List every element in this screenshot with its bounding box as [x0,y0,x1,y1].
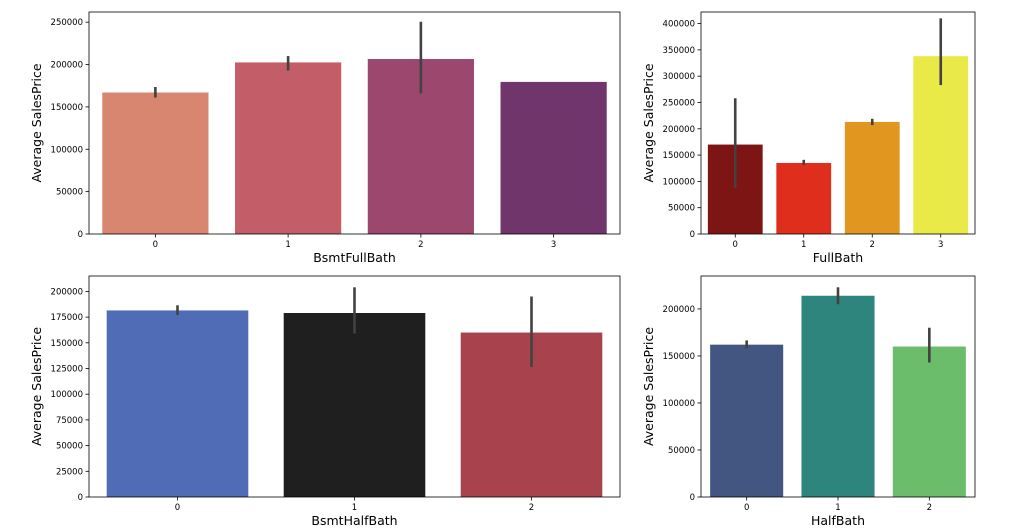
x-axis-label: BsmtHalfBath [311,513,397,528]
x-tick-label: 0 [153,240,158,250]
y-axis-label: Average SalesPrice [29,63,44,182]
y-tick-label: 175000 [51,313,83,323]
bar-1 [235,62,342,234]
y-tick-label: 200000 [663,125,695,135]
x-axis-label: HalfBath [811,513,865,528]
y-axis-label: Average SalesPrice [29,327,44,446]
y-tick-label: 350000 [663,46,695,56]
axes-frame [700,11,976,235]
y-tick-label: 50000 [668,204,695,214]
bar-2 [844,121,900,234]
x-tick-label: 2 [418,240,423,250]
y-tick-label: 250000 [663,98,695,108]
x-tick-label: 3 [551,240,556,250]
y-tick-label: 100000 [51,390,83,400]
bar-2 [892,346,966,497]
x-tick-label: 1 [801,240,806,250]
y-tick-label: 125000 [51,365,83,375]
x-axis-label: FullBath [813,250,863,265]
bar-3 [913,56,969,234]
y-tick-label: 300000 [663,72,695,82]
x-tick-label: 0 [175,503,180,513]
x-tick-label: 0 [733,240,738,250]
halfbath-chart: 0 50000 100000 150000 200000 0 1 2 HalfBath Avera… [641,275,976,528]
x-tick-label: 1 [835,503,840,513]
bsmthalfbath-chart: 0 25000 50000 75000 100000 125000 150000 175000… [29,275,621,528]
y-tick-label: 50000 [56,188,83,198]
axes-frame [88,11,621,235]
y-tick-label: 200000 [51,61,83,71]
y-tick-label: 0 [78,230,83,240]
y-tick-label: 0 [78,493,83,503]
bar-1 [283,313,426,497]
y-tick-label: 25000 [56,467,83,477]
x-tick-label: 1 [352,503,357,513]
y-tick-label: 150000 [663,151,695,161]
y-axis-label: Average SalesPrice [641,63,656,182]
x-tick-label: 1 [285,240,290,250]
y-tick-label: 50000 [668,446,695,456]
x-axis-label: BsmtFullBath [313,250,396,265]
x-tick-label: 2 [529,503,534,513]
y-tick-label: 0 [690,230,695,240]
bar-0 [102,92,209,234]
bar-1 [776,162,832,234]
x-tick-label: 2 [927,503,932,513]
y-tick-label: 50000 [56,442,83,452]
y-tick-label: 200000 [51,287,83,297]
x-tick-label: 2 [870,240,875,250]
y-tick-label: 150000 [51,103,83,113]
y-tick-label: 100000 [51,145,83,155]
y-tick-label: 250000 [51,18,83,28]
bar-3 [500,81,607,235]
bar-1 [801,295,875,497]
y-tick-label: 100000 [663,177,695,187]
bar-0 [710,344,784,497]
y-tick-label: 400000 [663,20,695,30]
y-tick-label: 75000 [56,416,83,426]
x-tick-label: 3 [938,240,943,250]
y-tick-label: 100000 [663,399,695,409]
bar-0 [106,310,249,497]
axes-frame [88,275,621,498]
bsmtfullbath-chart: 0 50000 100000 150000 200000 250000 0 1 2 3 BsmtFu… [29,11,621,265]
x-tick-label: 0 [744,503,749,513]
y-tick-label: 200000 [663,305,695,315]
y-tick-label: 150000 [663,352,695,362]
axes-frame [700,275,976,498]
y-tick-label: 0 [690,493,695,503]
y-axis-label: Average SalesPrice [641,327,656,446]
fullbath-chart: 0 50000 100000 150000 200000 250000 300000 3500… [641,11,976,265]
y-tick-label: 150000 [51,339,83,349]
